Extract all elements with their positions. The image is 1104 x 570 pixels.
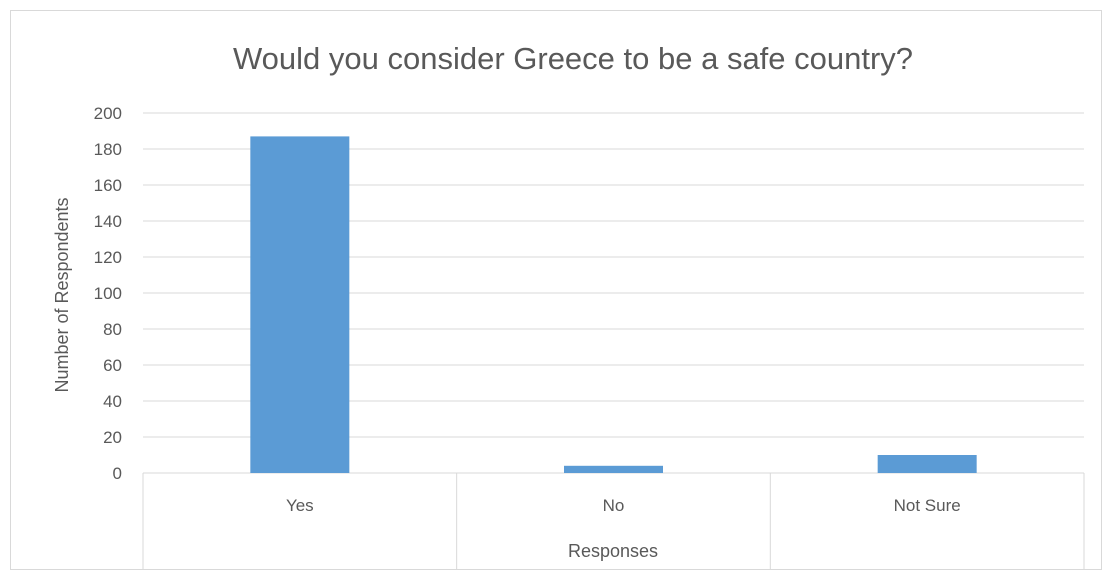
y-tick-label: 60	[103, 356, 122, 375]
y-tick-label: 140	[94, 212, 122, 231]
chart-area	[10, 10, 1102, 570]
bar-no	[564, 465, 663, 473]
x-axis-title: Responses	[568, 541, 658, 561]
y-tick-label: 20	[103, 428, 122, 447]
y-tick-label: 80	[103, 320, 122, 339]
x-axis-category-labels: Yes No Not Sure	[286, 496, 961, 515]
bars	[250, 136, 977, 473]
y-tick-label: 120	[94, 248, 122, 267]
x-category-label: Not Sure	[894, 496, 961, 515]
y-axis-title: Number of Respondents	[52, 197, 72, 392]
y-axis-tick-labels: 0 20 40 60 80 100 120 140 160 180 200	[94, 104, 122, 483]
chart-title: Would you consider Greece to be a safe c…	[233, 41, 913, 76]
y-tick-label: 180	[94, 140, 122, 159]
y-tick-label: 100	[94, 284, 122, 303]
x-category-label: Yes	[286, 496, 314, 515]
bar-yes	[250, 136, 350, 473]
x-category-label: No	[603, 496, 625, 515]
y-tick-label: 40	[103, 392, 122, 411]
y-tick-label: 200	[94, 104, 122, 123]
bar-not-sure	[877, 455, 977, 473]
y-tick-label: 160	[94, 176, 122, 195]
y-tick-label: 0	[113, 464, 122, 483]
